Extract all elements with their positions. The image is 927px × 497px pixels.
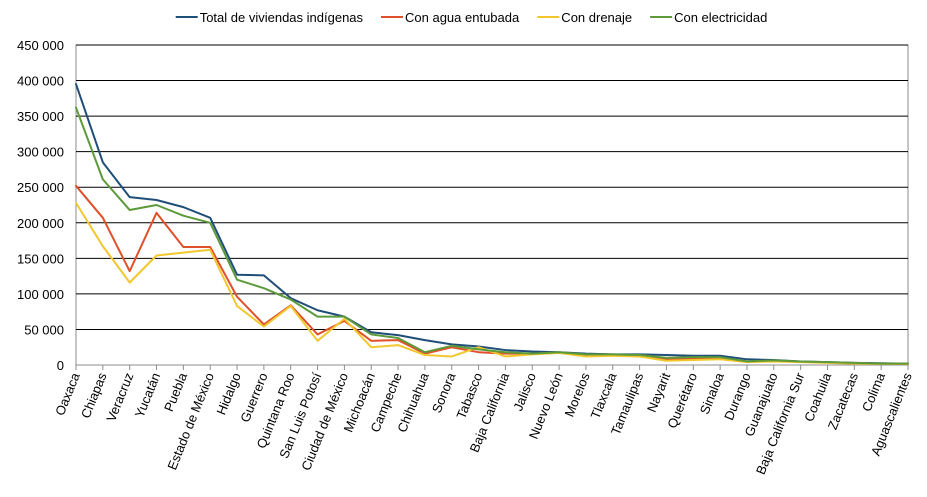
series-line-1 [75, 83, 909, 365]
x-tick-label: Puebla [161, 370, 190, 414]
x-tick-label: Yucatán [132, 371, 164, 420]
legend-item: Con drenaje [537, 10, 632, 25]
y-tick-label: 450 000 [17, 38, 64, 53]
legend-item: Total de viviendas indígenas [175, 10, 364, 25]
legend: Total de viviendas indígenas Con agua ent… [175, 10, 767, 25]
y-axis: 0 50 000 100 000 150 000 200 000 250 000 300 0… [17, 38, 64, 373]
y-tick-label: 350 000 [17, 109, 64, 124]
y-tick-label: 0 [57, 358, 64, 373]
series-lines [75, 83, 909, 365]
legend-label: Con agua entubada [405, 10, 520, 25]
y-tick-label: 250 000 [17, 180, 64, 195]
gridlines [75, 44, 909, 366]
series-line-2 [75, 184, 909, 365]
y-tick-label: 100 000 [17, 287, 64, 302]
y-tick-label: 400 000 [17, 74, 64, 89]
x-tick-label: Sonora [429, 370, 459, 415]
x-tick-label: Colima [859, 370, 888, 414]
y-tick-label: 50 000 [24, 322, 64, 337]
x-tick-label: Oaxaca [52, 370, 83, 418]
y-tick-label: 300 000 [17, 145, 64, 160]
x-tick-label: Sinaloa [697, 370, 727, 417]
series-line-3 [75, 201, 909, 365]
x-tick-label: Jalisco [510, 371, 539, 413]
legend-label: Total de viviendas indígenas [200, 10, 364, 25]
legend-label: Con electricidad [674, 10, 767, 25]
legend-label: Con drenaje [561, 10, 632, 25]
plot-area-frame [75, 44, 909, 366]
y-tick-label: 200 000 [17, 216, 64, 231]
x-tick-label: Nayarit [644, 370, 673, 414]
y-tick-label: 150 000 [17, 251, 64, 266]
legend-item: Con agua entubada [381, 10, 520, 25]
legend-item: Con electricidad [650, 10, 767, 25]
x-axis: OaxacaChiapasVeracruzYucatánPueblaEstado… [52, 365, 915, 477]
series-line-4 [75, 106, 909, 365]
x-tick-label: Hidalgo [213, 371, 243, 418]
